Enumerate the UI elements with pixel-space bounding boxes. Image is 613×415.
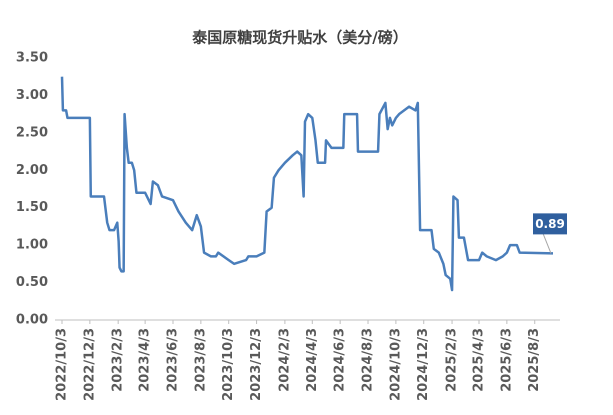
x-tick-label: 2024/12/3	[416, 328, 431, 401]
y-tick-label: 0.00	[16, 313, 48, 328]
value-label-box	[533, 213, 567, 235]
x-tick-label: 2023/4/3	[138, 328, 153, 392]
y-tick-label: 1.00	[16, 238, 48, 253]
x-tick-label: 2025/8/3	[527, 328, 542, 392]
x-tick-label: 2023/2/3	[111, 328, 126, 392]
x-tick-label: 2025/6/3	[499, 328, 514, 392]
y-tick-label: 2.50	[16, 125, 48, 140]
y-tick-label: 3.50	[16, 51, 48, 66]
x-tick-label: 2023/10/3	[221, 328, 236, 401]
y-tick-label: 0.50	[16, 275, 48, 290]
x-tick-label: 2023/8/3	[193, 328, 208, 392]
label-leader	[542, 233, 552, 254]
data-line	[60, 76, 554, 292]
x-tick-label: 2024/4/3	[305, 328, 320, 392]
x-tick-label: 2024/2/3	[277, 328, 292, 392]
y-tick-label: 1.50	[16, 200, 48, 215]
value-label: 0.89	[535, 217, 565, 231]
x-tick-label: 2023/6/3	[165, 328, 180, 392]
x-tick-label: 2022/12/3	[82, 328, 97, 401]
x-tick-label: 2023/12/3	[249, 328, 264, 401]
x-tick-label: 2024/10/3	[388, 328, 403, 401]
chart-title: 泰国原糖现货升贴水（美分/磅）	[191, 29, 407, 47]
x-tick-label: 2025/2/3	[445, 328, 460, 392]
y-tick-label: 2.00	[16, 163, 48, 178]
x-tick-label: 2024/6/3	[333, 328, 348, 392]
x-tick-label: 2022/10/3	[55, 328, 70, 401]
y-tick-label: 3.00	[16, 88, 48, 103]
x-tick-label: 2025/4/3	[472, 328, 487, 392]
x-tick-label: 2024/8/3	[361, 328, 376, 392]
